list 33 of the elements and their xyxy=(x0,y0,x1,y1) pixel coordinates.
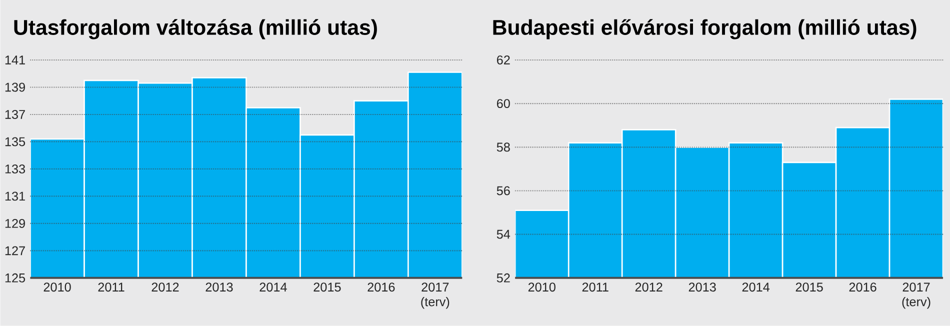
y-tick-label: 133 xyxy=(5,164,26,174)
y-tick-label: 56 xyxy=(496,186,510,196)
y-tick-label: 129 xyxy=(5,219,25,228)
x-tick-label: 2010 xyxy=(44,282,71,292)
y-tick-label: 135 xyxy=(5,137,26,146)
x-tick-label: 2017 (terv) xyxy=(421,282,450,309)
x-tick-label: 2013 xyxy=(206,282,233,292)
x-tick-label: 2011 xyxy=(98,282,124,292)
y-tick-label: 52 xyxy=(496,273,510,282)
x-tick-label: 2017 (terv) xyxy=(902,282,930,309)
y-tick-label: 62 xyxy=(496,56,510,65)
y-tick-label: 131 xyxy=(5,192,25,201)
y-tick-label: 139 xyxy=(5,82,25,92)
x-tick-label: 2011 xyxy=(582,282,608,292)
chart-title: Utasforgalom változása (millió utas) xyxy=(14,19,377,40)
x-tick-label: 2010 xyxy=(528,282,556,292)
x-tick-label: 2013 xyxy=(688,282,716,292)
x-tick-label: 2012 xyxy=(635,282,662,292)
x-tick-label: 2015 xyxy=(314,282,341,292)
y-tick-label: 58 xyxy=(496,142,510,152)
y-tick-label: 125 xyxy=(5,273,26,282)
y-tick-label: 127 xyxy=(5,246,25,256)
y-tick-label: 54 xyxy=(496,230,510,239)
y-tick-label: 141 xyxy=(5,56,25,64)
y-tick-label: 137 xyxy=(5,110,25,119)
y-tick-label: 60 xyxy=(496,99,510,108)
x-tick-label: 2016 xyxy=(849,282,876,292)
chart-title: Budapesti elővárosi forgalom (millió utas) xyxy=(493,19,916,40)
x-tick-label: 2014 xyxy=(742,282,770,292)
x-tick-label: 2016 xyxy=(368,282,395,292)
x-tick-label: 2012 xyxy=(152,282,179,292)
x-tick-label: 2015 xyxy=(796,282,823,292)
x-tick-label: 2014 xyxy=(260,282,287,292)
